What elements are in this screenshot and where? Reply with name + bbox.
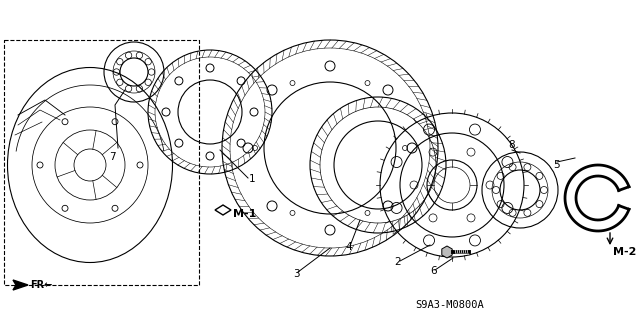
Text: FR←: FR← (30, 280, 52, 290)
Text: 1: 1 (249, 174, 255, 184)
Text: S9A3-M0800A: S9A3-M0800A (415, 300, 484, 310)
Text: 3: 3 (293, 269, 300, 279)
Text: 4: 4 (345, 242, 351, 252)
Text: 5: 5 (553, 160, 559, 170)
Text: 2: 2 (394, 257, 401, 267)
Polygon shape (13, 280, 28, 290)
Text: M-1: M-1 (233, 209, 257, 219)
Text: M-2: M-2 (613, 247, 636, 257)
Text: 7: 7 (109, 152, 115, 162)
Text: 8: 8 (508, 140, 515, 150)
Text: 6: 6 (430, 266, 436, 276)
Polygon shape (442, 246, 452, 258)
